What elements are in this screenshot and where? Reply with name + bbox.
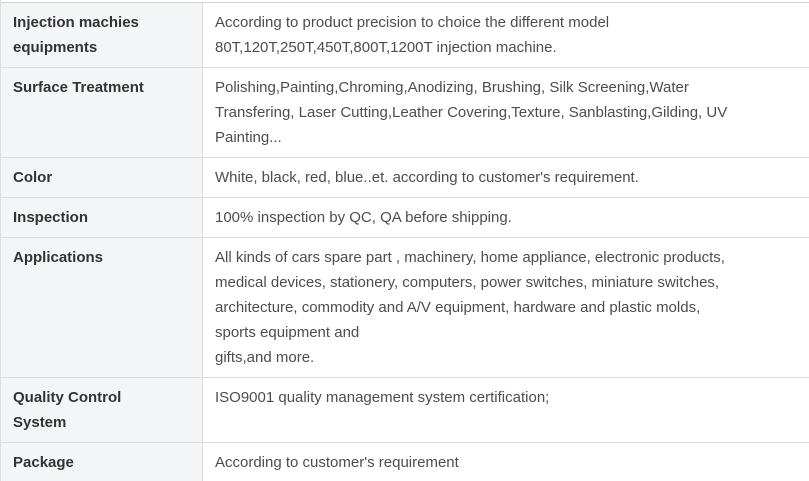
row-injection-machines-equipments: Injection machies equipments According t… [1, 3, 809, 68]
spec-value: Polishing,Painting,Chroming,Anodizing, B… [215, 79, 728, 146]
row-package: Package According to customer's requirem… [1, 443, 809, 481]
row-color: Color White, black, red, blue..et. accor… [1, 158, 809, 198]
spec-value: All kinds of cars spare part , machinery… [215, 249, 725, 366]
spec-label: Surface Treatment [1, 68, 203, 157]
spec-label: Color [1, 158, 203, 197]
spec-value: According to customer's requirement [215, 454, 459, 471]
spec-value: White, black, red, blue..et. according t… [215, 169, 639, 186]
spec-label: Quality Control System [1, 378, 203, 442]
spec-label: Inspection [1, 198, 203, 237]
spec-value: ISO9001 quality management system certif… [215, 389, 550, 406]
row-surface-treatment: Surface Treatment Polishing,Painting,Chr… [1, 68, 809, 158]
row-quality-control-system: Quality Control System ISO9001 quality m… [1, 378, 809, 443]
spec-value: 100% inspection by QC, QA before shippin… [215, 209, 512, 226]
row-inspection: Inspection 100% inspection by QC, QA bef… [1, 198, 809, 238]
spec-label: Package [1, 443, 203, 481]
spec-value: According to product precision to choice… [215, 14, 610, 56]
spec-label: Injection machies equipments [1, 3, 203, 67]
row-applications: Applications All kinds of cars spare par… [1, 238, 809, 378]
spec-label: Applications [1, 238, 203, 377]
